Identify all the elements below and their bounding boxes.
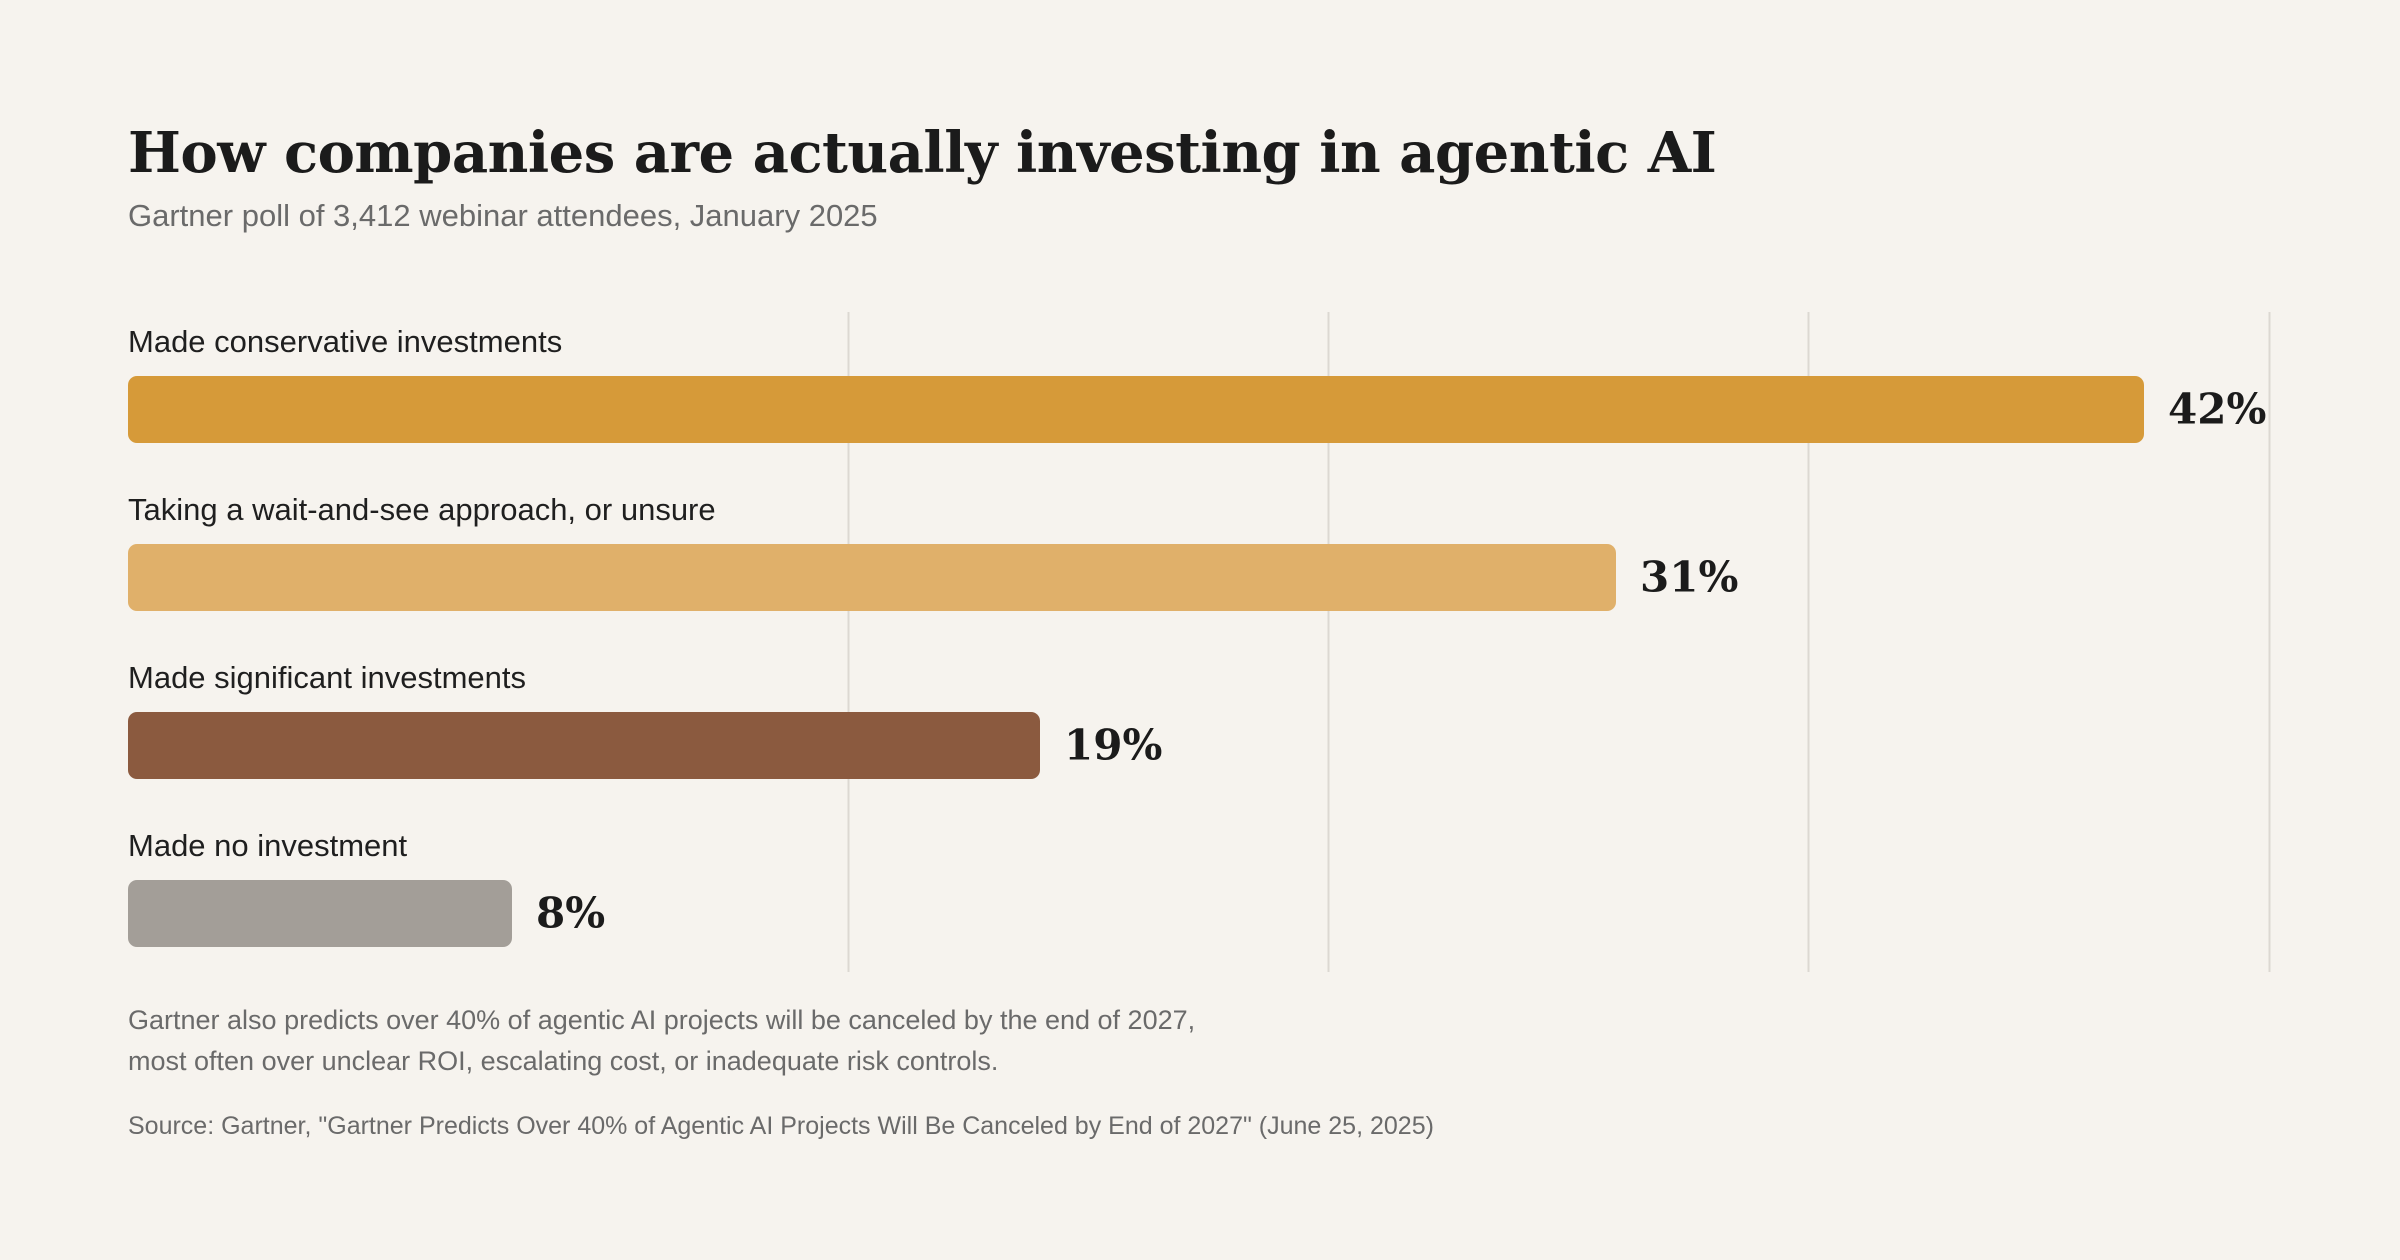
value-label: 31% <box>1640 553 1738 602</box>
bar-2 <box>128 544 1616 611</box>
bar-chart: Made conservative investments 42% Taking a… <box>128 312 2271 972</box>
chart-title: How companies are actually investing in … <box>128 120 1717 186</box>
footnote-line-2: most often over unclear ROI, escalating … <box>128 1046 999 1076</box>
value-label: 19% <box>1064 721 1162 770</box>
footnote: Gartner also predicts over 40% of agenti… <box>128 1000 1195 1082</box>
footnote-line-1: Gartner also predicts over 40% of agenti… <box>128 1005 1196 1035</box>
source-citation: Source: Gartner, "Gartner Predicts Over … <box>128 1112 1434 1140</box>
bar-3 <box>128 712 1040 779</box>
category-label: Made conservative investments <box>128 324 562 359</box>
bar-4 <box>128 880 512 947</box>
value-label: 42% <box>2168 385 2266 434</box>
chart-subtitle: Gartner poll of 3,412 webinar attendees,… <box>128 198 878 233</box>
value-label: 8% <box>536 889 605 938</box>
category-label: Made no investment <box>128 828 408 863</box>
category-label: Taking a wait-and-see approach, or unsur… <box>128 492 716 527</box>
bar-1 <box>128 376 2144 443</box>
category-label: Made significant investments <box>128 660 526 695</box>
